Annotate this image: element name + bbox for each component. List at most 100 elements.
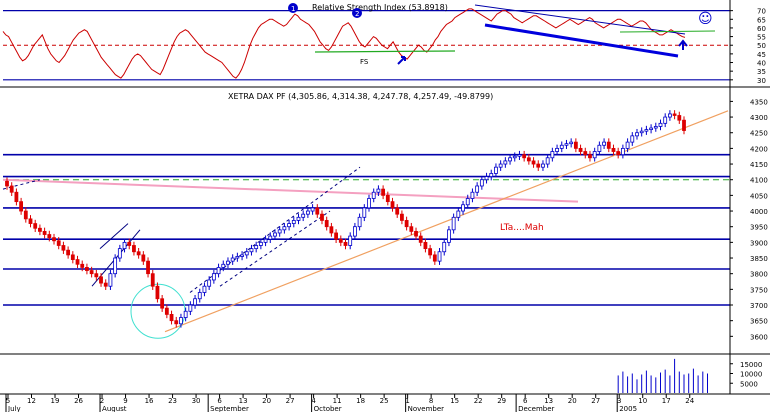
candle-body bbox=[305, 210, 310, 215]
candle-body bbox=[75, 259, 80, 265]
candle-body bbox=[132, 245, 136, 253]
candle-body bbox=[677, 115, 682, 121]
candle-body bbox=[578, 147, 583, 152]
month-label: October bbox=[314, 405, 342, 412]
candle-body bbox=[531, 160, 536, 165]
candle-body bbox=[33, 223, 38, 229]
channel-line bbox=[99, 223, 129, 249]
candle-body bbox=[150, 273, 155, 287]
candle-body bbox=[432, 254, 437, 262]
marker-1-icon: 1 bbox=[288, 3, 298, 13]
x-tick-label: 10 bbox=[638, 397, 647, 405]
candle-body bbox=[404, 220, 409, 228]
x-tick-label: 1 bbox=[405, 397, 409, 405]
candle-body bbox=[38, 227, 42, 232]
candle-body bbox=[588, 154, 592, 159]
rsi-tick-label: 70 bbox=[757, 8, 766, 16]
candle-body bbox=[244, 251, 249, 256]
smiley-icon: ☺ bbox=[698, 11, 713, 27]
price-tick-label: 3750 bbox=[750, 286, 768, 294]
candle-body bbox=[381, 188, 386, 196]
candle-body bbox=[338, 238, 343, 243]
price-tick-label: 3950 bbox=[750, 224, 768, 232]
arrow-icon bbox=[397, 56, 406, 65]
candle-body bbox=[353, 226, 357, 237]
x-axis: 5 12 19 26 2 9 16 23 30 6 13 20 27 4 11 18 25 1 8 15 22 29 6 13… bbox=[5, 394, 695, 413]
candle-body bbox=[94, 273, 99, 278]
candle-body bbox=[667, 113, 672, 118]
candle-body bbox=[461, 204, 465, 212]
candle-body bbox=[592, 151, 597, 159]
x-tick-label: 27 bbox=[286, 397, 295, 405]
x-tick-label: 30 bbox=[192, 397, 201, 405]
marker-2-icon: 2 bbox=[352, 8, 362, 18]
x-tick-label: 12 bbox=[27, 397, 36, 405]
candle-body bbox=[423, 241, 428, 250]
candle-body bbox=[484, 176, 489, 181]
volume-tick-label: 10000 bbox=[740, 371, 762, 379]
rsi-trend-line bbox=[484, 23, 679, 58]
x-tick-label: 6 bbox=[523, 397, 528, 405]
price-annotation-lta: LTa....Mah bbox=[500, 223, 544, 233]
x-tick-label: 22 bbox=[474, 397, 483, 405]
candle-body bbox=[371, 191, 376, 199]
x-tick-label: 13 bbox=[544, 397, 553, 405]
rsi-support-line bbox=[619, 30, 716, 33]
candle-body bbox=[606, 141, 611, 149]
candle-body bbox=[456, 210, 461, 218]
channel-line bbox=[219, 210, 331, 287]
candle-body bbox=[625, 141, 630, 149]
candle-body bbox=[174, 320, 179, 325]
rsi-tick-label: 45 bbox=[757, 51, 766, 59]
candle-body bbox=[536, 163, 541, 168]
candle-body bbox=[235, 256, 240, 259]
candle-body bbox=[103, 282, 108, 287]
candle-body bbox=[658, 122, 663, 127]
x-tick-label: 2 bbox=[100, 397, 104, 405]
candle-body bbox=[494, 166, 498, 174]
candle-body bbox=[108, 273, 113, 287]
candle-body bbox=[23, 210, 28, 220]
candle-body bbox=[418, 235, 423, 243]
candle-body bbox=[428, 248, 433, 256]
candle-body bbox=[343, 241, 348, 246]
candle-body bbox=[479, 179, 484, 187]
price-tick-label: 3600 bbox=[750, 333, 768, 341]
candle-body bbox=[517, 154, 522, 157]
candle-body bbox=[498, 163, 503, 168]
candle-body bbox=[682, 119, 686, 131]
price-tick-label: 4100 bbox=[750, 177, 768, 185]
candle-body bbox=[5, 180, 9, 187]
candle-body bbox=[268, 235, 273, 240]
candle-body bbox=[649, 127, 653, 130]
x-tick-label: 26 bbox=[74, 397, 83, 405]
candle-body bbox=[635, 132, 639, 137]
month-label: September bbox=[210, 405, 249, 412]
candle-body bbox=[602, 141, 606, 146]
candle-body bbox=[616, 151, 621, 156]
candle-body bbox=[512, 155, 517, 159]
x-tick-label: 4 bbox=[311, 397, 316, 405]
month-label: November bbox=[408, 405, 445, 412]
candle-body bbox=[56, 240, 61, 246]
price-tick-label: 3900 bbox=[750, 239, 768, 247]
rsi-support-line bbox=[314, 50, 456, 53]
candle-body bbox=[569, 141, 574, 145]
x-tick-label: 16 bbox=[145, 397, 154, 405]
price-panel: 4350 4300 4250 4200 4150 4100 4050 4000 3950 3900… bbox=[2, 98, 768, 341]
candle-body bbox=[99, 276, 103, 284]
x-tick-label: 20 bbox=[568, 397, 577, 405]
candle-body bbox=[226, 260, 230, 265]
channel-line bbox=[189, 166, 361, 293]
rsi-annotation-fs: FS bbox=[360, 58, 369, 66]
candle-body bbox=[141, 254, 146, 262]
candle-body bbox=[70, 254, 75, 260]
candle-body bbox=[193, 298, 197, 306]
candle-body bbox=[583, 151, 588, 156]
candle-body bbox=[409, 226, 414, 232]
price-tick-label: 4000 bbox=[750, 208, 768, 216]
volume-tick-label: 15000 bbox=[740, 361, 762, 369]
candle-body bbox=[395, 207, 400, 215]
